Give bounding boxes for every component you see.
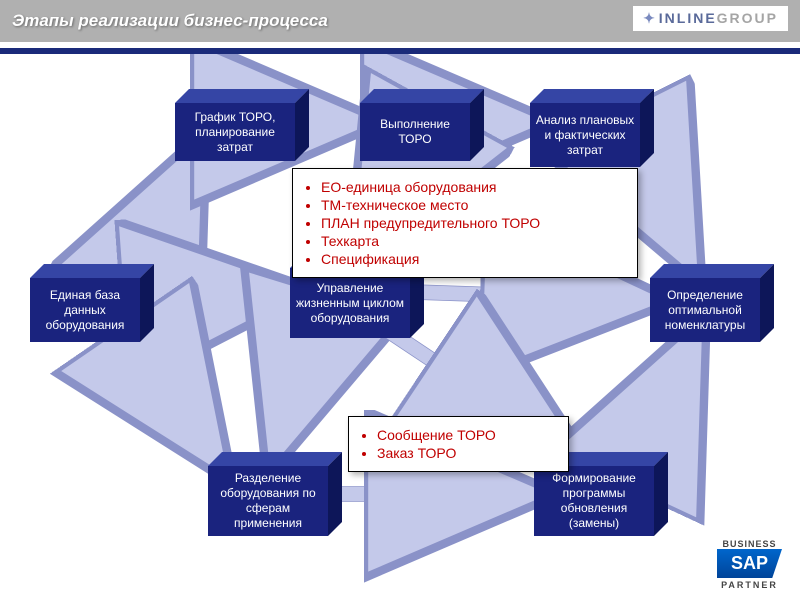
node-side-face [654,452,668,536]
sap-partner-logo: BUSINESS SAP PARTNER [717,539,782,590]
node-label: Единая база данных оборудования [30,278,140,342]
logo-dots-icon: ✦ [643,10,655,26]
flow-node-schedule: График ТОРО, планирование затрат [175,89,309,161]
node-label: График ТОРО, планирование затрат [175,103,295,161]
brand-logo: ✦ INLINEGROUP [633,6,788,31]
node-side-face [640,89,654,167]
node-label: Управление жизненным циклом оборудования [290,268,410,338]
flow-arrow [640,336,695,454]
flow-arrow [640,162,690,262]
callout-item: ЕО-единица оборудования [321,179,625,195]
node-side-face [760,264,774,342]
sap-bot: PARTNER [717,580,782,590]
node-top-face [30,264,154,278]
page-title: Этапы реализации бизнес-процесса [12,11,328,31]
sap-mid: SAP [717,549,782,578]
callout-item: Заказ ТОРО [377,445,556,461]
callout-item: Сообщение ТОРО [377,427,556,443]
flow-node-optimal: Определение оптимальной номенклатуры [650,264,774,342]
callout-list: ЕО-единица оборудования ТМ-техническое ме… [305,179,625,267]
flow-arrow [130,334,218,462]
node-label: Формирование программы обновления (замен… [534,466,654,536]
node-top-face [650,264,774,278]
node-side-face [295,89,309,161]
flow-node-analysis: Анализ плановых и фактических затрат [530,89,654,167]
node-side-face [140,264,154,342]
callout-item: ПЛАН предупредительного ТОРО [321,215,625,231]
flow-node-db: Единая база данных оборудования [30,264,154,342]
flow-arrow [414,292,648,300]
callout-list: Сообщение ТОРО Заказ ТОРО [361,427,556,461]
flow-node-split: Разделение оборудования по сферам примен… [208,452,342,536]
flow-arrow [275,332,312,452]
node-label: Выполнение ТОРО [360,103,470,161]
flow-node-exec: Выполнение ТОРО [360,89,484,161]
logo-part1: INLINE [659,10,717,26]
node-top-face [208,452,342,466]
node-top-face [175,89,309,103]
node-side-face [470,89,484,161]
node-top-face [530,89,654,103]
callout-item: Техкарта [321,233,625,249]
logo-part2: GROUP [717,10,778,26]
callout-item: Спецификация [321,251,625,267]
node-side-face [328,452,342,536]
flow-arrow [148,292,288,302]
node-label: Анализ плановых и фактических затрат [530,103,640,167]
diagram-canvas: Единая база данных оборудования График ТО… [0,54,800,594]
node-label: Разделение оборудования по сферам примен… [208,466,328,536]
sap-top: BUSINESS [717,539,782,549]
flow-arrow [140,154,195,272]
callout-box-1: Сообщение ТОРО Заказ ТОРО [348,416,569,472]
node-label: Определение оптимальной номенклатуры [650,278,760,342]
callout-item: ТМ-техническое место [321,197,625,213]
node-top-face [360,89,484,103]
callout-box-0: ЕО-единица оборудования ТМ-техническое ме… [292,168,638,278]
